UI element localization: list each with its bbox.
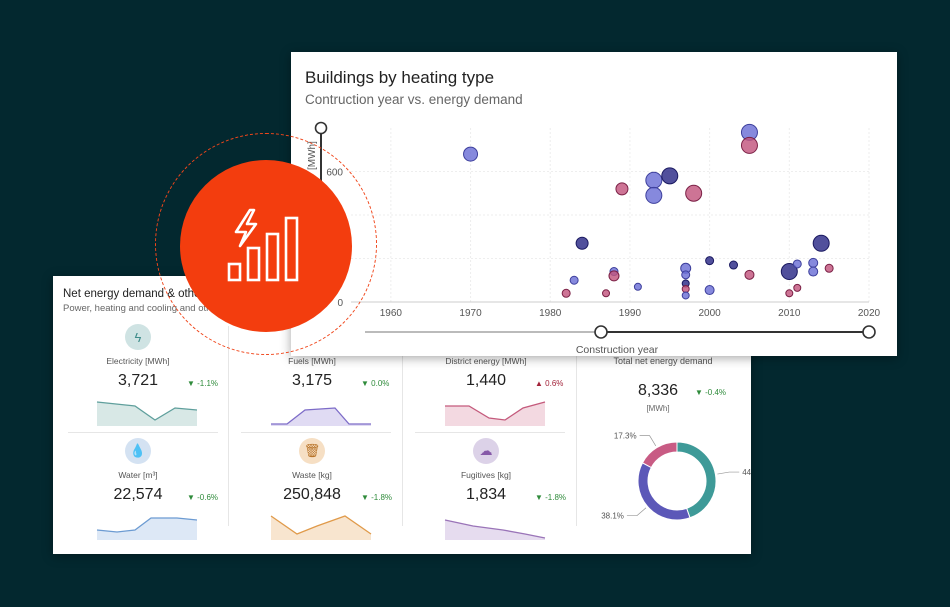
scatter-point[interactable] <box>704 285 715 296</box>
kpi-label: Electricity [MWh] <box>106 356 170 366</box>
scatter-point[interactable] <box>792 259 802 269</box>
chart-title: Buildings by heating type <box>305 68 495 87</box>
scatter-point[interactable] <box>602 289 611 298</box>
x-range-slider-end-handle[interactable] <box>862 325 876 339</box>
donut-leader-line <box>626 507 647 517</box>
x-tick-label: 1970 <box>459 308 482 319</box>
sparkline <box>271 407 371 426</box>
kpi-value: 1,440 <box>465 372 507 389</box>
kpi-value: 250,848 <box>283 486 341 503</box>
x-range-slider-start-handle[interactable] <box>594 325 608 339</box>
scatter-point[interactable] <box>824 263 834 273</box>
kpi-delta: ▼ -1.1% <box>187 379 219 388</box>
scatter-point[interactable] <box>645 186 663 204</box>
donut-label: 17.3% <box>614 432 637 441</box>
waste-bin-icon: 🗑 <box>299 438 325 464</box>
water-drop-icon: 💧 <box>125 438 151 464</box>
kpi-delta: ▲ 0.6% <box>535 379 564 388</box>
kpi-delta: ▼ -1.8% <box>535 493 567 502</box>
scatter-point[interactable] <box>685 184 703 202</box>
total-delta: ▼ -0.4% <box>695 388 727 397</box>
scatter-point[interactable] <box>575 236 589 250</box>
sparkline <box>96 517 198 540</box>
kpi-label: District energy [MWh] <box>445 356 527 366</box>
scatter-point[interactable] <box>744 269 755 280</box>
scatter-point[interactable] <box>633 282 642 291</box>
donut-chart: 44.6% 38.1% 17.3% <box>601 432 751 521</box>
scatter-point[interactable] <box>681 284 690 293</box>
x-tick-label: 2000 <box>698 308 721 319</box>
kpi-water[interactable]: 💧 Water [m³] 22,574 ▼ -0.6% <box>63 438 233 548</box>
x-tick-label: 2020 <box>858 308 881 319</box>
donut-label: 44.6% <box>742 468 751 477</box>
x-tick-label: 1960 <box>380 308 403 319</box>
sparkline <box>444 519 546 540</box>
kpi-value: 3,721 <box>117 372 159 389</box>
kpi-value: 1,834 <box>465 486 507 503</box>
scatter-point[interactable] <box>705 256 715 266</box>
scatter-point[interactable] <box>615 182 629 196</box>
chart-subtitle: Contruction year vs. energy demand <box>305 92 523 107</box>
scatter-point[interactable] <box>808 257 819 268</box>
kpi-delta: ▼ -1.8% <box>361 493 393 502</box>
total-unit: [MWh] <box>646 404 670 413</box>
scatter-point[interactable] <box>681 270 691 280</box>
lightning-icon: ϟ <box>125 324 151 350</box>
scatter-point[interactable] <box>569 275 579 285</box>
scatter-point[interactable] <box>645 171 663 189</box>
kpi-delta: ▼ 0.0% <box>361 379 390 388</box>
kpi-value: 3,175 <box>291 372 333 389</box>
scatter-point[interactable] <box>608 270 620 282</box>
donut-label: 38.1% <box>601 512 624 521</box>
kpi-waste[interactable]: 🗑 Waste [kg] 250,848 ▼ -1.8% <box>237 438 407 548</box>
x-tick-label: 2010 <box>778 308 801 319</box>
scatter-point[interactable] <box>729 260 739 270</box>
kpi-label: Fuels [MWh] <box>288 356 336 366</box>
scatter-point[interactable] <box>785 289 794 298</box>
x-tick-label: 1990 <box>619 308 642 319</box>
kpi-label: Waste [kg] <box>292 470 332 480</box>
sparkline <box>96 401 198 426</box>
badge-ring <box>155 133 377 355</box>
scatter-point[interactable] <box>793 283 802 292</box>
scatter-point[interactable] <box>808 266 819 277</box>
energy-signal-badge <box>180 160 352 332</box>
scatter-point[interactable] <box>812 234 830 252</box>
scatter-point[interactable] <box>681 291 690 300</box>
y-range-slider-handle[interactable] <box>314 121 328 135</box>
kpi-label: Water [m³] <box>118 470 158 480</box>
kpi-label: Fugitives [kg] <box>460 470 512 480</box>
fugitives-icon: ☁ <box>473 438 499 464</box>
donut-slice[interactable] <box>637 462 691 521</box>
sparkline <box>445 401 546 426</box>
donut-leader-line <box>639 435 657 447</box>
total-label: Total net energy demand <box>613 356 713 366</box>
scatter-point[interactable] <box>661 167 679 185</box>
buildings-chart-panel: Buildings by heating type Contruction ye… <box>291 52 897 356</box>
x-tick-label: 1980 <box>539 308 562 319</box>
energy-signal-icon <box>227 208 299 282</box>
kpi-delta: ▼ -0.6% <box>187 493 219 502</box>
scatter-point[interactable] <box>780 263 798 281</box>
total-value: 8,336 <box>637 382 679 399</box>
x-axis-label: Construction year <box>576 344 659 356</box>
scatter-point[interactable] <box>740 136 758 154</box>
kpi-fugitives[interactable]: ☁ Fugitives [kg] 1,834 ▼ -1.8% <box>411 438 581 548</box>
kpi-electricity[interactable]: ϟ Electricity [MWh] 3,721 ▼ -1.1% <box>63 324 233 434</box>
sparkline <box>270 515 372 540</box>
donut-slice[interactable] <box>641 441 678 469</box>
panel-subtitle: Power, heating and cooling and other <box>63 303 220 314</box>
scatter-point[interactable] <box>463 146 479 162</box>
donut-leader-line <box>717 471 740 475</box>
scatter-point[interactable] <box>561 288 571 298</box>
donut-slice[interactable] <box>676 441 717 519</box>
kpi-value: 22,574 <box>113 486 163 503</box>
scatter-plot: [MWh] Construction year 1960 1970 1980 1990… <box>307 121 881 356</box>
